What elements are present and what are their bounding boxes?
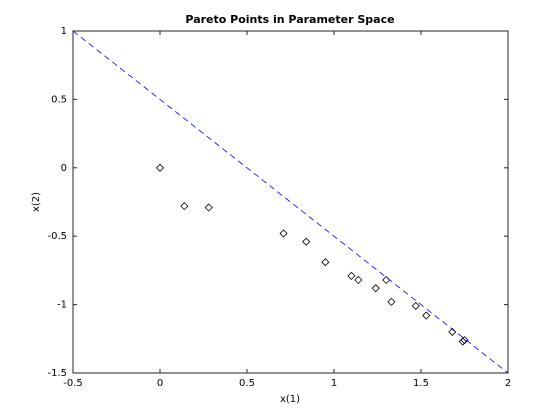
scatter-point	[460, 336, 469, 345]
x-tick-label: 0.5	[239, 378, 255, 389]
y-tick-label: 0	[61, 163, 67, 174]
scatter-point	[180, 202, 189, 211]
scatter-point	[411, 301, 420, 311]
chart-title: Pareto Points in Parameter Space	[185, 13, 394, 26]
x-tick-label: 0	[157, 378, 163, 389]
scatter-point	[422, 311, 431, 320]
dashed-line	[72, 30, 509, 374]
x-tick-label: 1	[331, 378, 337, 389]
x-tick-label: 1.5	[413, 378, 429, 389]
x-axis-label: x(1)	[280, 394, 300, 405]
scatter-point	[204, 203, 213, 212]
y-tick-label: -1.5	[47, 368, 67, 379]
scatter-point	[155, 163, 165, 172]
y-axis-label: x(2)	[31, 192, 42, 212]
scatter-point	[371, 284, 380, 293]
scatter-point	[347, 271, 356, 280]
x-tick-label: -0.5	[63, 378, 83, 389]
y-tick-label: -0.5	[47, 231, 67, 242]
y-tick-label: 1	[61, 26, 67, 37]
x-tick-label: 2	[505, 378, 511, 389]
y-tick-label: -1	[57, 300, 67, 311]
scatter-point	[279, 229, 288, 238]
scatter-point	[354, 275, 363, 285]
scatter-point	[321, 258, 330, 267]
y-tick-label: 0.5	[51, 94, 67, 105]
scatter-point	[458, 337, 467, 346]
scatter-point	[387, 297, 396, 306]
scatter-point	[302, 237, 311, 246]
